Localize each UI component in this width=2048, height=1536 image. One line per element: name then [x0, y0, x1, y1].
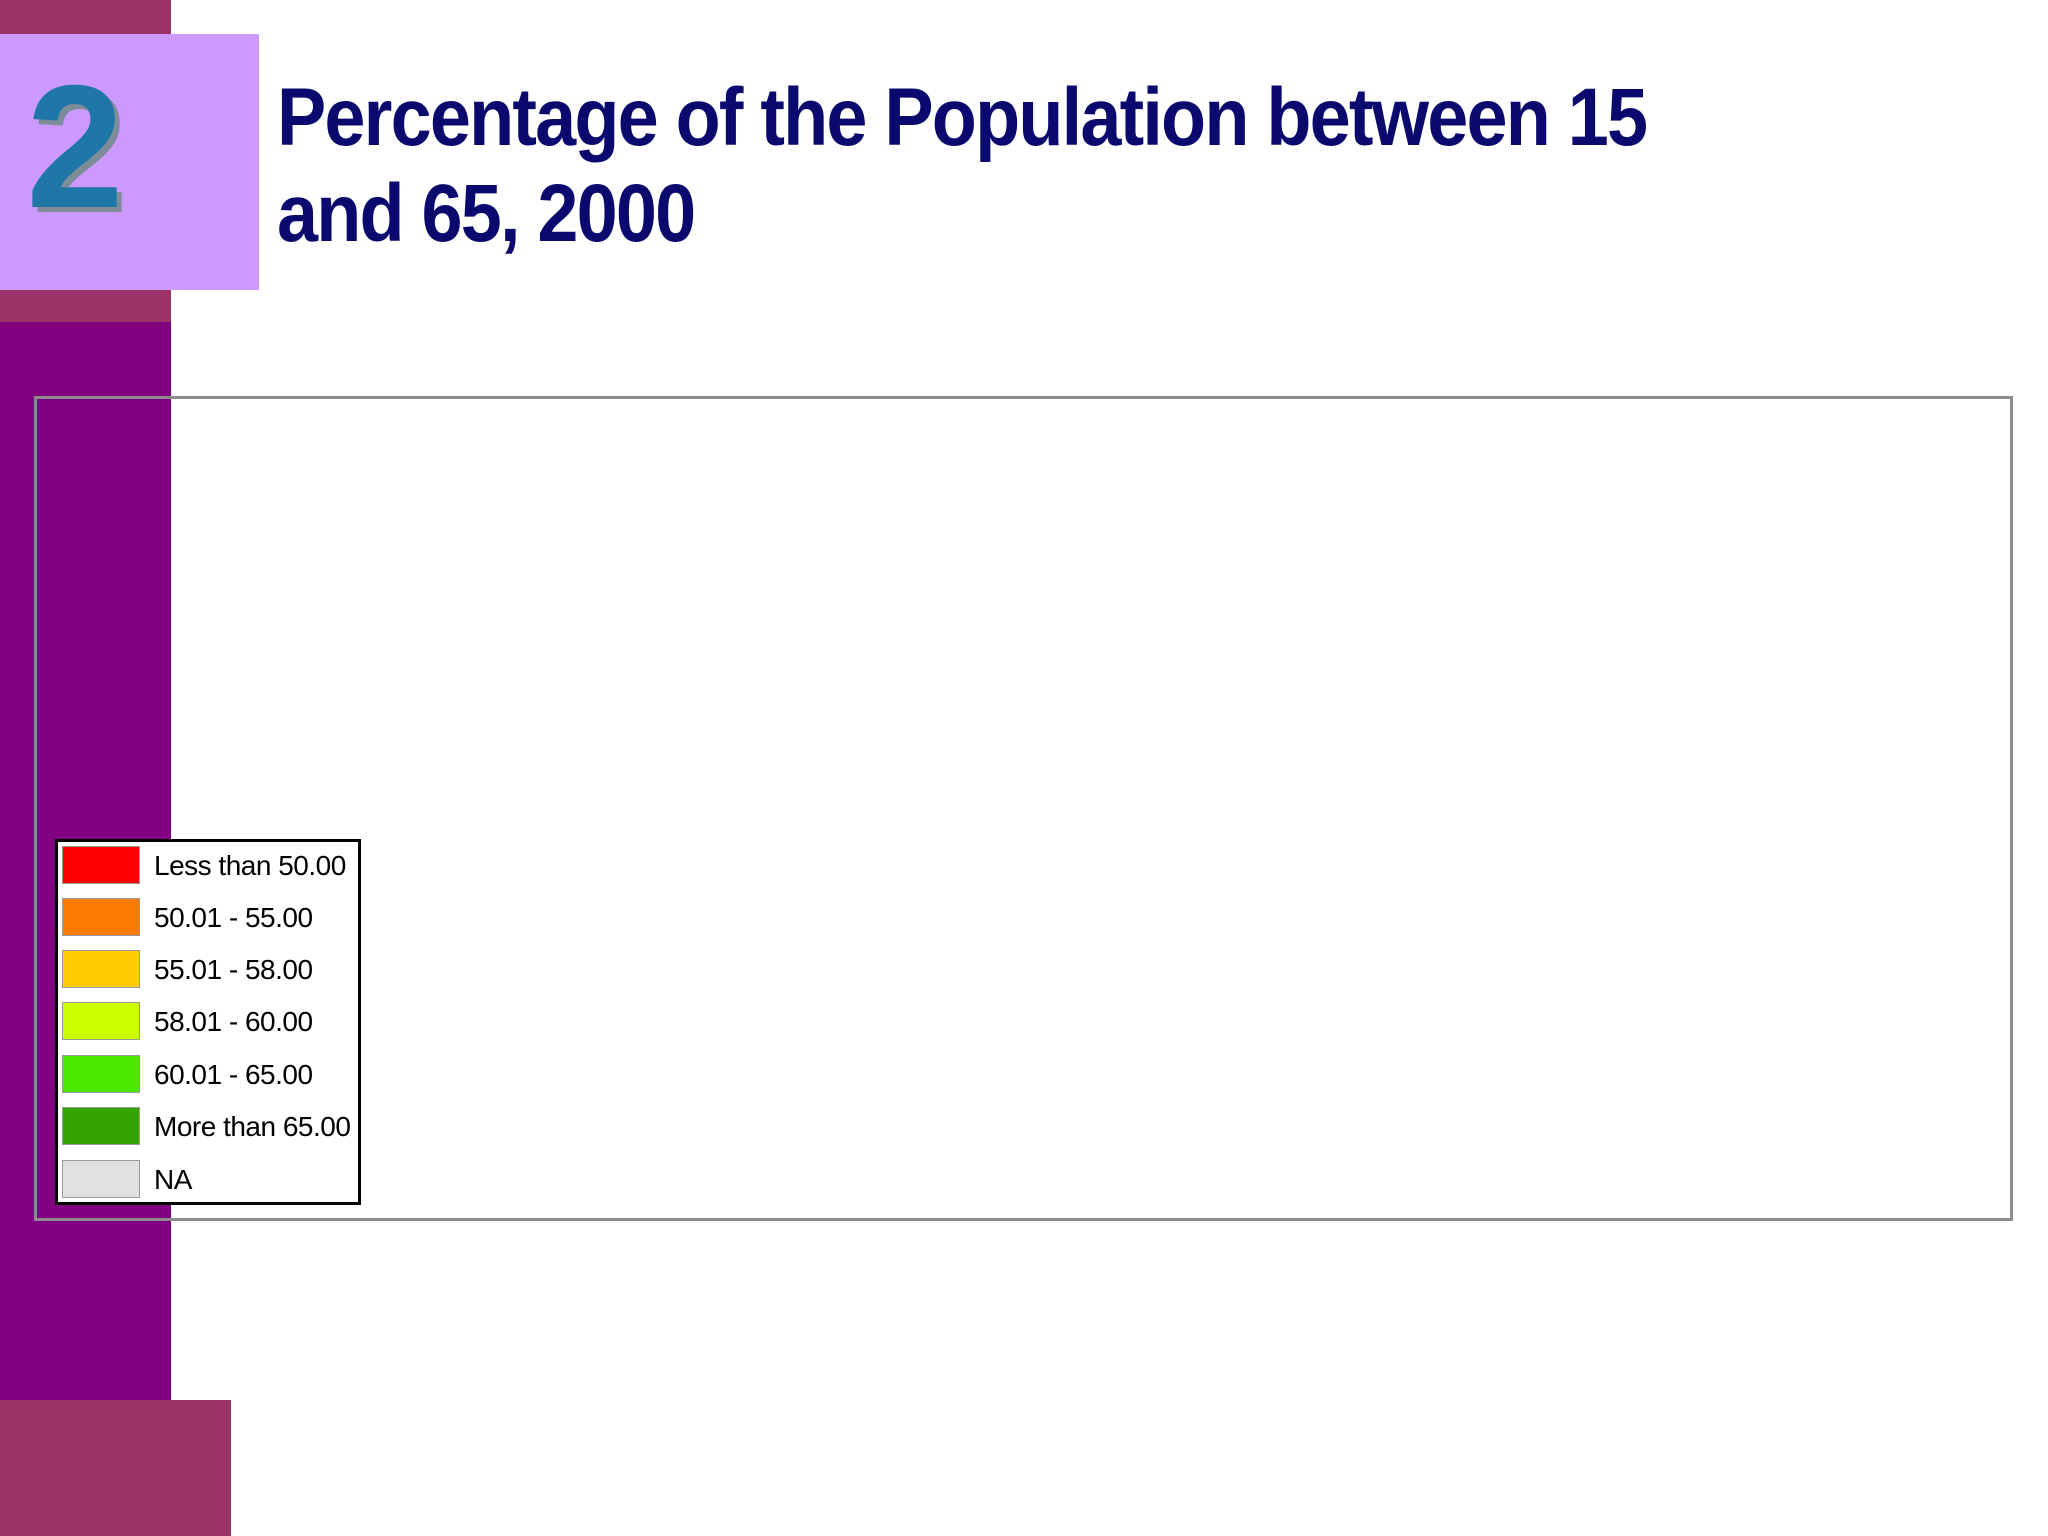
- legend-item: NA: [58, 1160, 358, 1200]
- legend-label: 60.01 - 65.00: [154, 1059, 313, 1090]
- legend-item: 50.01 - 55.00: [58, 898, 358, 938]
- legend-swatch: [62, 1055, 140, 1093]
- slide-number: 2: [26, 50, 124, 245]
- slide-title: Percentage of the Population between 15 …: [277, 72, 1648, 259]
- legend-swatch: [62, 1002, 140, 1040]
- legend-label: Less than 50.00: [154, 850, 346, 881]
- legend-swatch: [62, 1107, 140, 1145]
- legend-swatch: [62, 950, 140, 988]
- legend-item: 58.01 - 60.00: [58, 1002, 358, 1042]
- legend-item: 55.01 - 58.00: [58, 950, 358, 990]
- legend-swatch: [62, 846, 140, 884]
- legend-label: NA: [154, 1164, 192, 1195]
- map-frame: [34, 396, 2013, 1221]
- slide-number-box: [0, 34, 259, 290]
- legend-item: Less than 50.00: [58, 846, 358, 886]
- legend-item: 60.01 - 65.00: [58, 1055, 358, 1095]
- map-legend: Less than 50.00 50.01 - 55.00 55.01 - 58…: [55, 839, 361, 1205]
- legend-label: More than 65.00: [154, 1111, 351, 1142]
- sidebar-bottom-accent: [0, 1400, 231, 1536]
- legend-swatch: [62, 1160, 140, 1198]
- legend-label: 58.01 - 60.00: [154, 1006, 313, 1037]
- legend-swatch: [62, 898, 140, 936]
- legend-label: 55.01 - 58.00: [154, 954, 313, 985]
- legend-item: More than 65.00: [58, 1107, 358, 1147]
- legend-label: 50.01 - 55.00: [154, 902, 313, 933]
